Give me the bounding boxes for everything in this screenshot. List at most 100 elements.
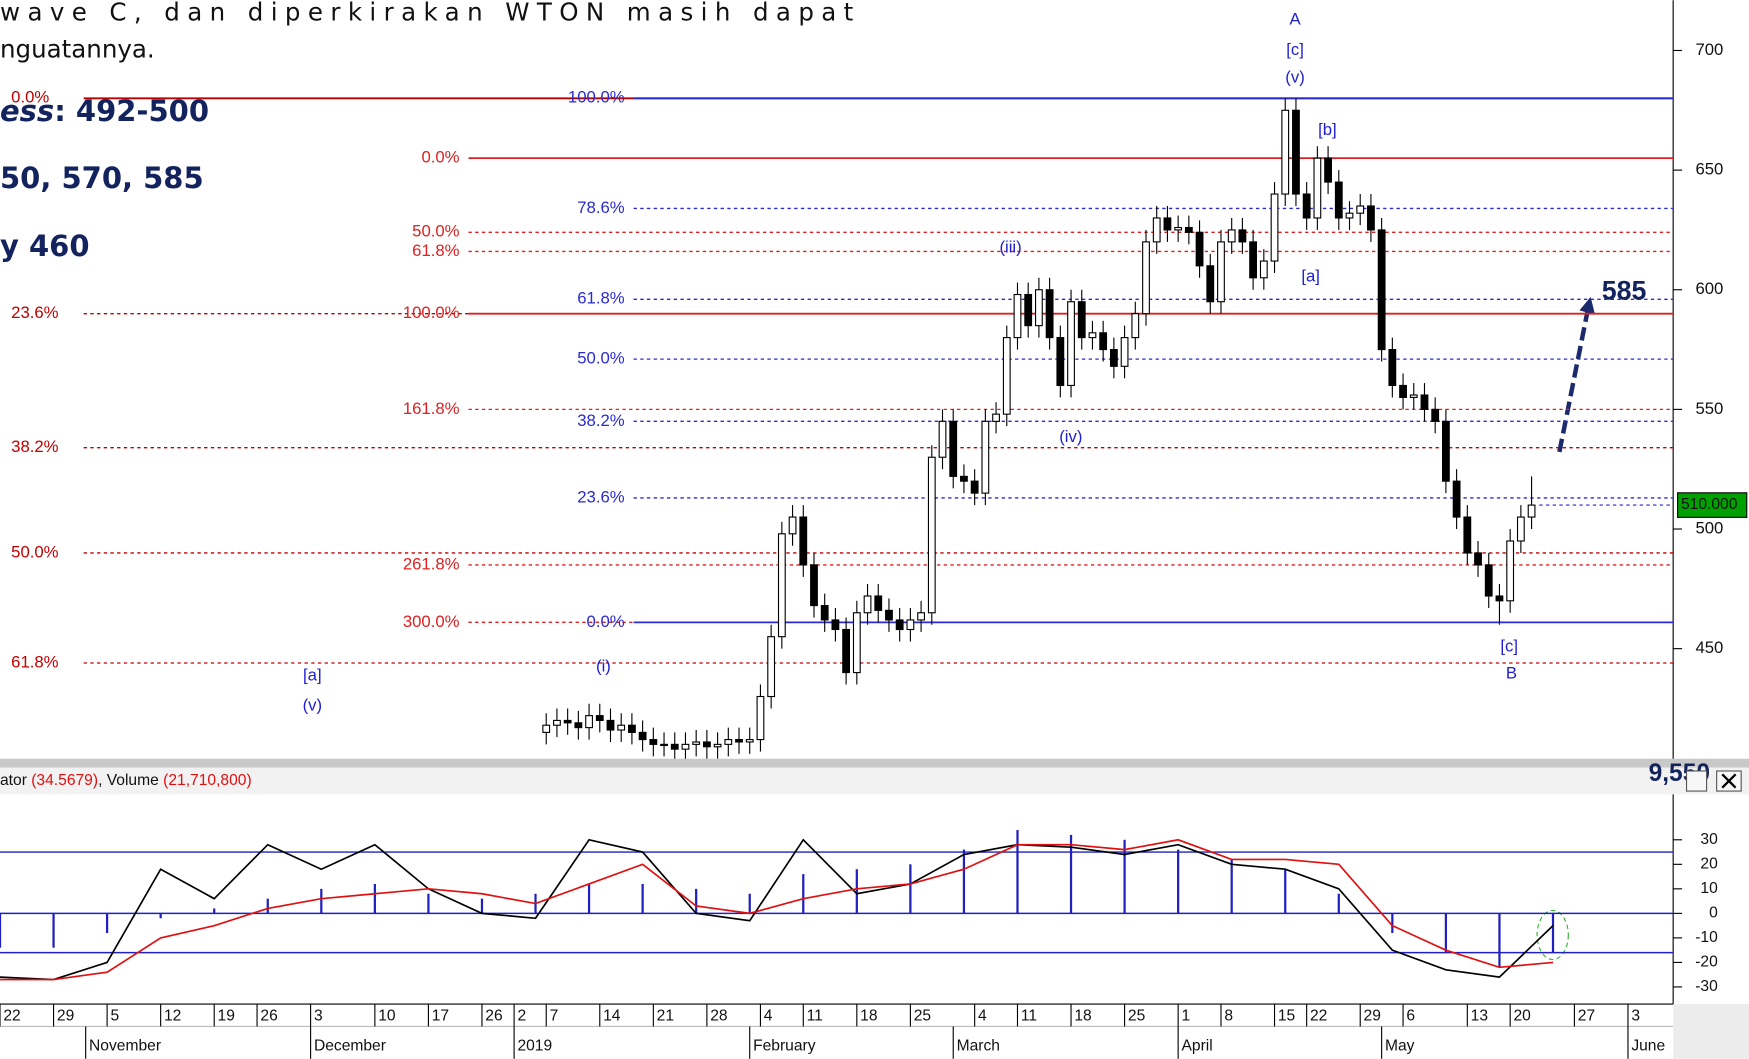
candle-body xyxy=(1002,337,1011,415)
fib-label: 0.0% xyxy=(11,88,49,107)
candle-body xyxy=(981,420,990,494)
header-part: , Volume xyxy=(98,772,163,789)
x-tick-label: 4 xyxy=(978,1008,987,1025)
candle-body xyxy=(1131,313,1140,339)
wave-label: (iii) xyxy=(999,237,1021,256)
wave-label: [a] xyxy=(1301,266,1320,285)
month-label: March xyxy=(957,1038,1000,1055)
candle-body xyxy=(1367,205,1375,231)
fib-label: 38.2% xyxy=(11,437,59,456)
candle-body xyxy=(1516,516,1525,542)
wave-label: B xyxy=(1506,663,1517,682)
candle-body xyxy=(1034,289,1043,327)
candle-body xyxy=(1484,564,1493,597)
header-part: (21,710,800) xyxy=(163,772,252,789)
candle-body xyxy=(724,739,733,745)
x-tick-label: 3 xyxy=(1631,1008,1640,1025)
x-tick-label: 11 xyxy=(1021,1008,1037,1025)
candle-body xyxy=(1088,332,1097,339)
histogram-bar xyxy=(695,888,698,914)
candle-body xyxy=(895,619,904,631)
candle-body xyxy=(1313,157,1322,219)
fib-label: 100.0% xyxy=(403,303,460,322)
histogram-bar xyxy=(105,913,109,933)
candle-body xyxy=(810,564,818,607)
x-tick-label: 21 xyxy=(657,1008,674,1025)
candle-body xyxy=(660,743,668,747)
last-price-label: 510.000 xyxy=(1681,496,1738,513)
candle-body xyxy=(1409,394,1418,398)
target-line: y 460 xyxy=(0,229,90,263)
candle-body xyxy=(1345,212,1354,219)
candle-body xyxy=(670,743,679,750)
restore-button[interactable] xyxy=(1685,770,1708,792)
candle-body xyxy=(542,724,551,733)
candle-body xyxy=(885,609,893,621)
histogram-bar xyxy=(427,893,430,914)
candle-body xyxy=(1174,226,1183,231)
candle-body xyxy=(1302,193,1311,219)
x-tick-label: 13 xyxy=(1471,1008,1488,1025)
histogram-bar xyxy=(587,883,591,914)
candle-body xyxy=(1238,229,1247,243)
candle-body xyxy=(938,420,947,458)
fib-label: 100.0% xyxy=(568,88,625,107)
note-line: wave C, dan diperkirakan WTON masih dapa… xyxy=(0,0,854,27)
candle-body xyxy=(1431,408,1440,422)
candle-body xyxy=(960,475,968,482)
wave-label: (iv) xyxy=(1059,427,1082,446)
y-tick-label: 600 xyxy=(1695,279,1723,298)
y-tick-label: 10 xyxy=(1700,880,1718,897)
candle-body xyxy=(713,743,722,748)
histogram-bar xyxy=(1337,893,1340,914)
candle-body xyxy=(628,724,636,733)
histogram-bar xyxy=(748,893,751,914)
x-tick-label: 18 xyxy=(1074,1008,1091,1025)
histogram-bar xyxy=(855,869,858,914)
fib-label: 61.8% xyxy=(577,289,625,308)
wave-label: [c] xyxy=(1500,637,1518,656)
candle-body xyxy=(1259,260,1268,279)
candle-body xyxy=(1195,231,1204,267)
candle-body xyxy=(617,724,626,731)
candle-body xyxy=(1399,384,1407,398)
histogram-bar xyxy=(52,913,55,948)
histogram-bar xyxy=(909,864,912,914)
histogram-bar xyxy=(213,908,216,914)
candle-body xyxy=(649,739,658,745)
histogram-bar xyxy=(962,849,966,914)
fib-label: 23.6% xyxy=(577,487,625,506)
y-tick-label: 450 xyxy=(1695,638,1723,657)
histogram-bar xyxy=(1498,913,1501,968)
last-price-flag xyxy=(1677,492,1748,518)
candle-body xyxy=(799,516,808,566)
histogram-bar xyxy=(1230,859,1233,914)
x-tick-label: 7 xyxy=(550,1008,559,1025)
candle-body xyxy=(1077,301,1086,339)
x-tick-label: 2 xyxy=(517,1008,526,1025)
price-pane xyxy=(83,97,1674,759)
candle-body xyxy=(574,722,583,729)
x-tick-label: 20 xyxy=(1514,1008,1532,1025)
target-arrow xyxy=(1557,306,1591,453)
candle-body xyxy=(1474,552,1482,566)
axis-corner xyxy=(1673,1004,1749,1059)
candle-body xyxy=(1067,301,1075,387)
candle-body xyxy=(777,533,786,638)
candle-body xyxy=(767,636,776,698)
y-tick-label: -20 xyxy=(1695,954,1718,971)
candle-body xyxy=(1249,241,1258,279)
note-line: nguatannya. xyxy=(0,34,155,63)
candle-body xyxy=(1388,349,1397,387)
candle-body xyxy=(906,619,915,631)
target-part: : 492-500 xyxy=(54,94,209,128)
indicator-header-bar xyxy=(0,767,1749,795)
candle-body xyxy=(1292,109,1300,195)
header-part: ator xyxy=(0,772,31,789)
x-tick-label: 26 xyxy=(260,1008,277,1025)
candle-body xyxy=(1206,265,1215,303)
candle-body xyxy=(735,739,743,743)
candle-body xyxy=(1013,293,1022,339)
x-tick-label: 4 xyxy=(764,1008,773,1025)
target-line: ess: 492-500 xyxy=(0,94,209,128)
